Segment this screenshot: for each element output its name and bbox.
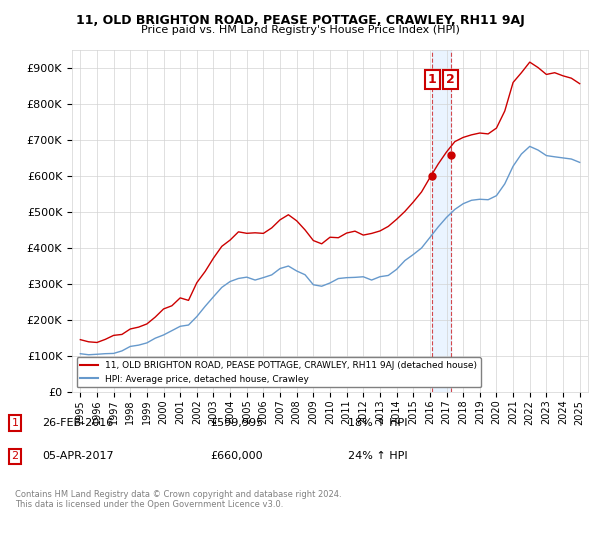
Legend: 11, OLD BRIGHTON ROAD, PEASE POTTAGE, CRAWLEY, RH11 9AJ (detached house), HPI: A: 11, OLD BRIGHTON ROAD, PEASE POTTAGE, CR… [77,357,481,388]
Text: 2: 2 [446,73,455,86]
Text: 1: 1 [428,73,437,86]
Text: Contains HM Land Registry data © Crown copyright and database right 2024.
This d: Contains HM Land Registry data © Crown c… [15,490,341,510]
Text: 11, OLD BRIGHTON ROAD, PEASE POTTAGE, CRAWLEY, RH11 9AJ: 11, OLD BRIGHTON ROAD, PEASE POTTAGE, CR… [76,14,524,27]
Text: Price paid vs. HM Land Registry's House Price Index (HPI): Price paid vs. HM Land Registry's House … [140,25,460,35]
Text: £660,000: £660,000 [210,451,263,461]
Text: 24% ↑ HPI: 24% ↑ HPI [348,451,407,461]
Text: 2: 2 [11,451,19,461]
Text: 26-FEB-2016: 26-FEB-2016 [42,418,113,428]
Text: 05-APR-2017: 05-APR-2017 [42,451,113,461]
Bar [433,50,451,392]
Text: £599,995: £599,995 [210,418,263,428]
Text: 1: 1 [11,418,19,428]
Text: 18% ↑ HPI: 18% ↑ HPI [348,418,407,428]
